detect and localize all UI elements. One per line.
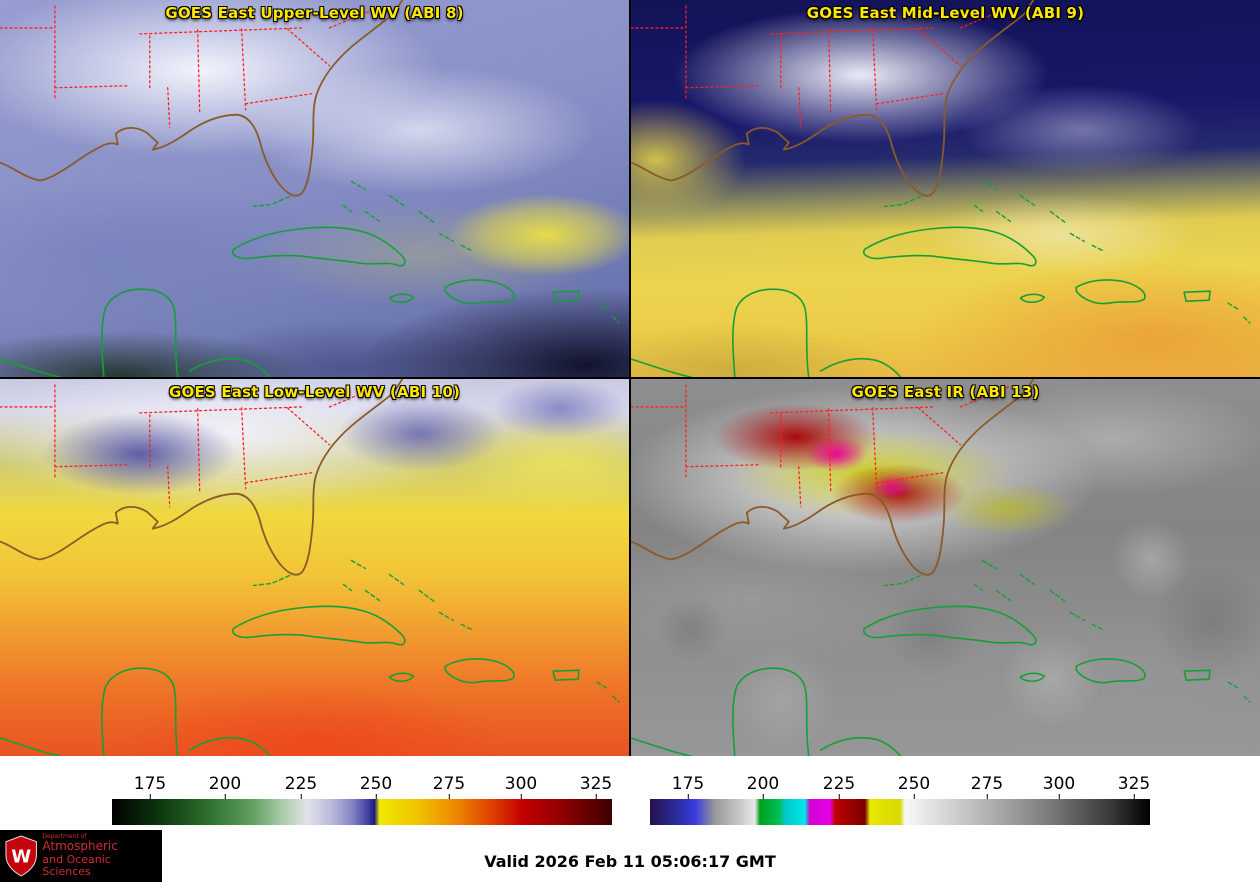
valid-time: Valid 2026 Feb 11 05:06:17 GMT — [484, 852, 776, 871]
tick-label: 200 — [208, 774, 242, 799]
panel-title-abi13: GOES East IR (ABI 13) — [851, 383, 1040, 401]
map-overlay — [631, 0, 1251, 377]
tick-label: 275 — [970, 774, 1004, 799]
tick-label: 200 — [746, 774, 780, 799]
panel-low-level-wv: GOES East Low-Level WV (ABI 10) — [0, 379, 629, 756]
footer: W Department of Atmospheric and Oceanic … — [0, 830, 1260, 882]
map-overlay — [0, 0, 620, 377]
tick-label: 300 — [1042, 774, 1076, 799]
colorbar-ir: 175 200 225 250 275 300 325 — [650, 772, 1150, 830]
tick-label: 300 — [504, 774, 538, 799]
logo-department-of: Department of — [42, 832, 87, 840]
panel-grid: GOES East Upper-Level WV (ABI 8) GOES Ea… — [0, 0, 1260, 756]
tick-label: 325 — [1117, 774, 1151, 799]
tick-label: 175 — [671, 774, 705, 799]
logo-line1: Atmospheric — [42, 839, 118, 854]
colorbar-wv-gradient — [112, 799, 612, 825]
panel-title-abi10: GOES East Low-Level WV (ABI 10) — [168, 383, 461, 401]
uw-crest-icon: W — [5, 835, 37, 877]
crest-letter: W — [11, 847, 31, 868]
tick-label: 225 — [822, 774, 856, 799]
tick-label: 250 — [897, 774, 931, 799]
panel-mid-level-wv: GOES East Mid-Level WV (ABI 9) — [631, 0, 1260, 377]
map-overlay — [0, 379, 620, 756]
logo-line2: and Oceanic Sciences — [42, 852, 111, 879]
panel-upper-level-wv: GOES East Upper-Level WV (ABI 8) — [0, 0, 629, 377]
tick-label: 175 — [133, 774, 167, 799]
logo-text: Department of Atmospheric and Oceanic Sc… — [42, 832, 157, 879]
colorbar-ir-gradient — [650, 799, 1150, 825]
colorbar-wv: 175 200 225 250 275 300 325 — [112, 772, 612, 830]
colorbar-ir-ticks: 175 200 225 250 275 300 325 — [650, 772, 1151, 799]
legend-row: 175 200 225 250 275 300 325 175 200 225 … — [0, 756, 1260, 830]
map-overlay — [631, 379, 1251, 756]
uw-aos-logo: W Department of Atmospheric and Oceanic … — [0, 830, 162, 882]
panel-ir: GOES East IR (ABI 13) — [631, 379, 1260, 756]
tick-label: 225 — [284, 774, 318, 799]
tick-label: 325 — [579, 774, 613, 799]
tick-label: 250 — [359, 774, 393, 799]
colorbar-wv-ticks: 175 200 225 250 275 300 325 — [112, 772, 613, 799]
tick-label: 275 — [432, 774, 466, 799]
panel-title-abi9: GOES East Mid-Level WV (ABI 9) — [806, 4, 1085, 22]
panel-title-abi8: GOES East Upper-Level WV (ABI 8) — [165, 4, 464, 22]
